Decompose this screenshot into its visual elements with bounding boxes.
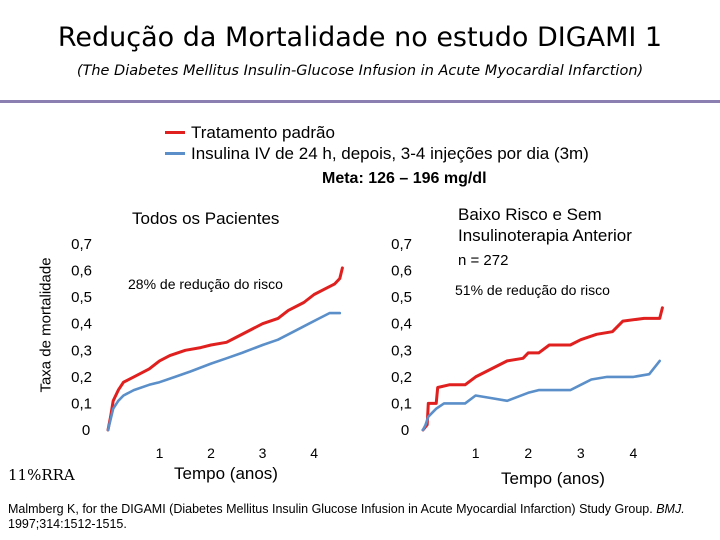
chart2-y-tick-label: 0,2 (391, 369, 412, 386)
chart1-y-tick-label: 0,2 (71, 369, 92, 386)
chart1-y-tick-label: 0,5 (71, 289, 92, 306)
legend-label-standard: Tratamento padrão (191, 123, 335, 142)
legend-swatch-insulin (165, 152, 185, 155)
chart2-y-tick-label: 0 (401, 422, 409, 439)
chart2-annotation: 51% de redução do risco (455, 282, 610, 298)
chart1-series-line-standard (106, 266, 344, 432)
slide-title: Redução da Mortalidade no estudo DIGAMI … (57, 22, 663, 53)
chart2-y-tick-label: 0,4 (391, 316, 412, 333)
legend-label-insulin: Insulina IV de 24 h, depois, 3-4 injeçõe… (191, 144, 589, 163)
reference-details: 1997;314:1512-1515. (8, 517, 127, 531)
panel-subtitle-low-risk: n = 272 (458, 252, 509, 269)
chart1-series-line-insulin (106, 311, 342, 432)
chart1-y-tick-label: 0,7 (71, 236, 92, 253)
chart1-x-tick-label: 2 (207, 445, 215, 461)
chart2-x-tick-label: 4 (630, 445, 638, 461)
chart2-x-tick-label: 3 (577, 445, 585, 461)
chart1-annotation: 28% de redução do risco (128, 276, 283, 292)
legend: Tratamento padrão Insulina IV de 24 h, d… (165, 122, 589, 164)
chart1-y-tick-label: 0,6 (71, 263, 92, 280)
chart2-series-line-standard (421, 306, 664, 432)
chart2-y-tick-label: 0,1 (391, 395, 412, 412)
chart1-y-tick-label: 0,4 (71, 316, 92, 333)
panel-title-all-patients: Todos os Pacientes (132, 209, 280, 228)
chart2-x-axis-title: Tempo (anos) (501, 469, 605, 488)
chart2-x-tick-label: 2 (524, 445, 532, 461)
chart1-x-tick-label: 4 (310, 445, 318, 461)
reference-text: Malmberg K, for the DIGAMI (Diabetes Mel… (8, 502, 657, 516)
reference-journal: BMJ. (656, 502, 685, 516)
chart1-x-tick-label: 3 (259, 445, 267, 461)
reference-citation: Malmberg K, for the DIGAMI (Diabetes Mel… (8, 502, 708, 532)
panel-title-low-risk: Baixo Risco e Sem Insulinoterapia Anteri… (458, 205, 632, 245)
legend-item-standard: Tratamento padrão (165, 122, 589, 143)
glucose-target: Meta: 126 – 196 mg/dl (322, 170, 487, 187)
legend-swatch-standard (165, 131, 185, 134)
slide-subtitle: (The Diabetes Mellitus Insulin-Glucose I… (76, 63, 644, 79)
chart1-x-axis-title: Tempo (anos) (174, 464, 278, 483)
chart2-x-tick-label: 1 (472, 445, 480, 461)
legend-item-insulin: Insulina IV de 24 h, depois, 3-4 injeçõe… (165, 143, 589, 164)
chart1-y-tick-label: 0,1 (71, 395, 92, 412)
rra-label: 11%RRA (8, 466, 75, 484)
chart1-y-tick-label: 0,3 (71, 342, 92, 359)
chart2-y-tick-label: 0,5 (391, 289, 412, 306)
chart1-y-tick-label: 0 (82, 422, 90, 439)
chart1-x-tick-label: 1 (156, 445, 164, 461)
chart2-y-tick-label: 0,7 (391, 236, 412, 253)
chart2-y-tick-label: 0,6 (391, 263, 412, 280)
chart2-y-tick-label: 0,3 (391, 342, 412, 359)
title-divider (0, 100, 720, 103)
chart2-series-line-insulin (421, 359, 661, 432)
